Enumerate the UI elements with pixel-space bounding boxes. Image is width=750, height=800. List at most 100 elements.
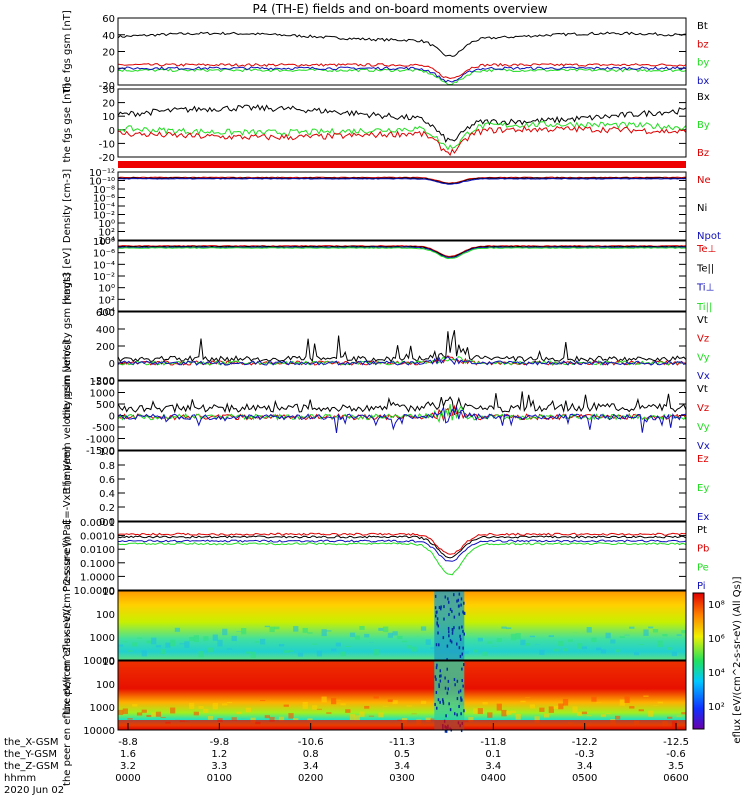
heatmap-cell [676, 715, 682, 717]
heatmap-cell [468, 717, 474, 722]
ytick-label: 0.0001 [80, 518, 115, 529]
heatmap-cell [482, 651, 488, 656]
heatmap-cell [316, 708, 323, 710]
series-density-Ni [118, 177, 687, 185]
heatmap-cell [548, 635, 554, 638]
heatmap-cell [643, 629, 649, 636]
heatmap-cell [448, 702, 450, 706]
heatmap-cell [340, 651, 346, 657]
heatmap-cell [510, 710, 517, 714]
ytick-label: 0.0010 [80, 532, 115, 543]
xaxis-row-label: the_Y-GSM [4, 749, 57, 760]
heatmap-cell [449, 639, 452, 643]
heatmap-cell [420, 626, 427, 631]
panel-fgs_gsm: the fgs gsm [nT] -20 0 20 40 60 Bt bz by bx [62, 10, 709, 93]
panel-frame [117, 311, 687, 381]
heatmap-cell [461, 667, 463, 671]
heatmap-cell [354, 635, 360, 640]
heatmap-cell [436, 610, 438, 614]
xtick-z: 3.5 [668, 761, 684, 772]
ytick-label: 10⁻⁶ [93, 249, 115, 260]
heatmap-cell [439, 669, 442, 673]
heatmap-cell [189, 702, 195, 709]
ytick-label: 10.0000 [74, 586, 115, 597]
heatmap-cell [515, 633, 521, 640]
heatmap-cell [548, 706, 554, 713]
heatmap-cell [648, 710, 654, 717]
heatmap-cell [440, 605, 442, 609]
xtick-z: 3.2 [120, 761, 136, 772]
heatmap-cell [652, 629, 659, 633]
ytick-label: 10⁻⁴ [93, 260, 115, 271]
ylabel-peer: the peer en eflux eV/(cm^2-s-sr-eV) [62, 605, 73, 786]
panel-density: Density [cm-3] 10⁴10²10⁰10⁻²10⁻⁴10⁻⁶10⁻⁸1… [62, 168, 721, 247]
heatmap-cell [596, 702, 602, 704]
panel-peem_v: the peem velocity gsm [km/s] -1500-1000-5… [62, 341, 710, 491]
heatmap-cell [515, 713, 521, 720]
legend-peem_v-3: Vx [697, 441, 710, 452]
heatmap-cell [460, 712, 462, 716]
heatmap-cell [217, 639, 223, 647]
heatmap-cell [460, 603, 462, 607]
heatmap-cell [572, 706, 578, 713]
xtick-z: 3.3 [211, 761, 227, 772]
heatmap-cell [212, 703, 218, 710]
heatmap-cell [349, 714, 356, 721]
colorbar-scale [692, 592, 705, 730]
heatmap-cell [453, 712, 456, 716]
heatmap-cell [226, 648, 233, 650]
heatmap-cell [600, 649, 607, 654]
heatmap-cell [236, 711, 242, 714]
series-fgs_gsm-bx [117, 66, 687, 83]
heatmap-cell [442, 701, 445, 705]
heatmap-cell [529, 635, 536, 638]
heatmap-cell [439, 679, 442, 683]
legend-fgs_gse-1: By [697, 120, 710, 131]
heatmap-cell [454, 683, 456, 687]
ytick-label: 0.6 [99, 475, 115, 486]
series-pressure-Pi [118, 539, 687, 562]
heatmap-cell [264, 715, 270, 719]
heatmap-cell [132, 642, 138, 647]
heatmap-cell [436, 706, 438, 710]
heatmap-cell [487, 641, 493, 644]
heatmap-cell [676, 634, 682, 636]
ytick-label: 0.0100 [80, 545, 115, 556]
legend-pressure-0: Pt [697, 525, 707, 536]
ylabel-density: Density [cm-3] [62, 169, 73, 243]
heatmap-cell [562, 698, 569, 706]
ytick-label: 0.8 [99, 461, 115, 472]
xtick-time: 0200 [298, 773, 323, 784]
heatmap-cell [439, 674, 441, 678]
figure-title: P4 (TH-E) fields and on-board moments ov… [252, 2, 547, 16]
heatmap-cell [302, 627, 308, 633]
panel-frame [117, 521, 687, 591]
ytick-label: 20 [102, 99, 115, 110]
heatmap-cell [449, 708, 452, 712]
heatmap-cell [581, 711, 588, 715]
heatmap-cell [444, 595, 447, 599]
ytick-label: 0.0 [99, 517, 115, 528]
ytick-label: 1500 [90, 377, 115, 388]
ylabel-pressure: Pressure [nPa] [62, 520, 73, 592]
heatmap-cell [456, 599, 458, 603]
heatmap-cell [525, 642, 531, 646]
heatmap-cell [461, 652, 464, 656]
heatmap-cell [450, 640, 453, 644]
heatmap-cell [226, 701, 233, 703]
ylabel-fgs_gse: the fgs gse [nT] [62, 83, 73, 162]
heatmap-cell [241, 628, 247, 635]
heatmap-cell [624, 696, 630, 703]
heatmap-cell [529, 704, 536, 709]
heatmap-cell [359, 711, 365, 717]
legend-peim_v-2: Vy [697, 352, 710, 363]
series-density-Npot [117, 177, 687, 185]
heatmap-cell [615, 649, 621, 653]
heatmap-cell [553, 648, 559, 652]
heatmap-cell [430, 718, 436, 721]
heatmap-cell [610, 639, 616, 644]
heatmap-cell [345, 645, 351, 647]
ylabel-peir: the peir en eflux eV/(cm^2-s-sr-eV) [62, 537, 73, 715]
xtick-y: 1.6 [120, 749, 136, 760]
